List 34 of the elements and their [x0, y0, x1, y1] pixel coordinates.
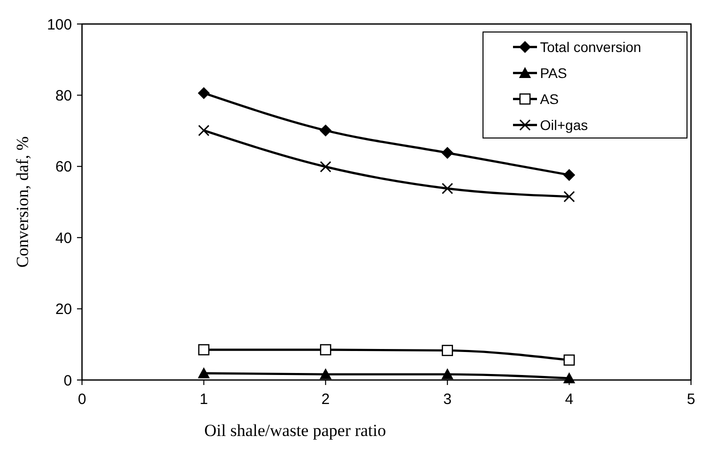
point: [320, 344, 332, 356]
y-tick-label: 0: [64, 372, 72, 390]
legend-label: AS: [540, 90, 559, 107]
point: [320, 124, 332, 136]
point: [441, 146, 454, 159]
y-tick-label: 100: [46, 16, 72, 34]
x-tick-label: 2: [321, 391, 330, 408]
x-tick-label: 0: [78, 391, 86, 408]
y-tick-label: 80: [55, 87, 72, 104]
point: [198, 124, 210, 136]
y-tick-label: 40: [55, 230, 72, 247]
y-axis-title: Conversion, daf, %: [13, 136, 32, 268]
x-tick-label: 5: [686, 391, 696, 408]
point: [198, 344, 210, 356]
y-tick-label: 60: [55, 158, 72, 176]
point: [442, 344, 453, 356]
point: [441, 368, 454, 380]
point: [564, 354, 575, 366]
x-tick-label: 1: [200, 391, 208, 408]
x-tick-label: 3: [443, 391, 452, 408]
point: [198, 87, 210, 100]
point: [198, 367, 210, 378]
point: [563, 372, 576, 384]
point: [564, 190, 575, 202]
legend-label: Oil+gas: [540, 116, 588, 133]
legend-label: Total conversion: [540, 38, 642, 55]
x-axis-title: Oil shale/waste paper ratio: [204, 421, 386, 440]
y-tick-label: 20: [55, 301, 72, 318]
point: [563, 168, 576, 181]
x-tick-label: 4: [565, 391, 574, 408]
point: [442, 182, 454, 194]
legend-label: PAS: [540, 64, 567, 81]
point: [320, 368, 332, 380]
point: [320, 161, 332, 172]
